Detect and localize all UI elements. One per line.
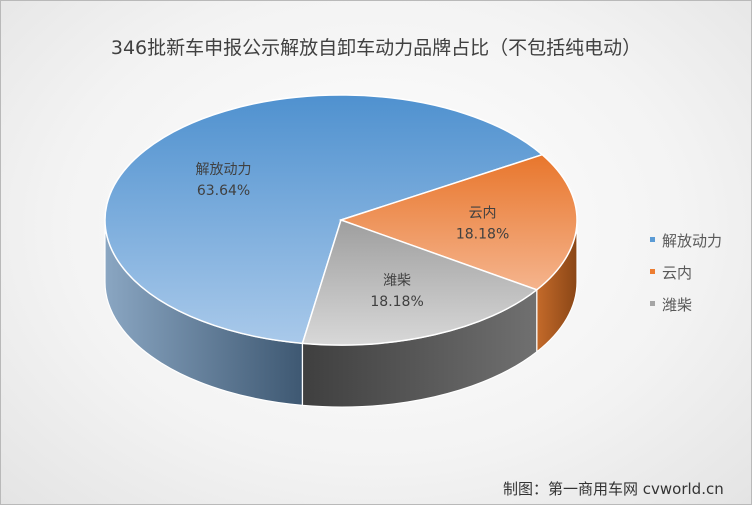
chart-title: 346批新车申报公示解放自卸车动力品牌占比（不包括纯电动） [110, 37, 642, 59]
legend-item: 解放动力 [650, 232, 722, 264]
legend-label: 潍柴 [662, 296, 693, 314]
slice-value-label: 18.18% [456, 227, 509, 243]
slice-category-label: 潍柴 [383, 273, 411, 289]
slice-value-label: 18.18% [370, 294, 423, 310]
pie-slice [104, 94, 544, 345]
slice-category-label: 云内 [469, 206, 497, 222]
legend-swatch [650, 301, 655, 306]
pie-slice [338, 153, 578, 291]
legend: 解放动力 云内 潍柴 [650, 232, 722, 328]
pie-slice [301, 219, 539, 346]
legend-swatch [650, 269, 655, 274]
legend-label: 云内 [662, 264, 693, 282]
legend-label: 解放动力 [662, 232, 723, 250]
legend-item: 潍柴 [650, 296, 722, 328]
source-credit: 制图：第一商用车网 cvworld.cn [503, 480, 724, 498]
legend-item: 云内 [650, 264, 722, 296]
slice-category-label: 解放动力 [196, 162, 252, 178]
slice-value-label: 63.64% [197, 183, 250, 199]
legend-swatch [650, 237, 655, 242]
